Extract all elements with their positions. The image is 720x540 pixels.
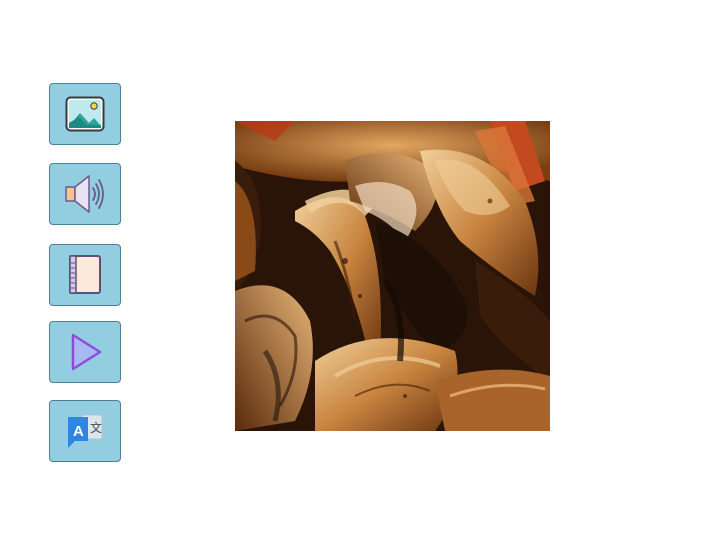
mushroom-illustration [235,121,550,431]
play-icon [71,333,102,371]
notebook-button[interactable] [49,244,121,306]
audio-button[interactable] [49,163,121,225]
translate-button[interactable]: A 文 [49,400,121,462]
play-button[interactable] [49,321,121,383]
image-icon [65,96,105,132]
mushroom-photo [235,121,550,431]
translate-glyph-a: A [73,423,84,440]
translate-icon: A 文 [68,414,103,448]
translate-glyph-wen: 文 [90,420,102,435]
speaker-icon [65,175,104,213]
notebook-icon [69,255,101,294]
image-button[interactable] [49,83,121,145]
